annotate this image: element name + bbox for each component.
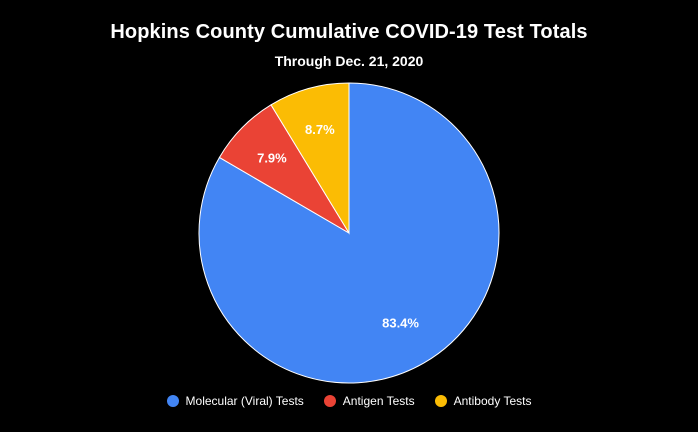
legend-label-molecular: Molecular (Viral) Tests: [185, 394, 304, 408]
chart-title: Hopkins County Cumulative COVID-19 Test …: [110, 21, 588, 43]
legend-item-antibody[interactable]: Antibody Tests: [434, 394, 532, 408]
legend-item-molecular[interactable]: Molecular (Viral) Tests: [166, 394, 304, 408]
legend-item-antigen[interactable]: Antigen Tests: [323, 394, 415, 408]
pie-slices: [198, 82, 500, 384]
data-label-antigen: 7.9%: [257, 150, 287, 165]
legend: Molecular (Viral) Tests Antigen Tests An…: [0, 394, 698, 408]
legend-label-antibody: Antibody Tests: [453, 394, 532, 408]
legend-swatch-antigen: [323, 395, 336, 407]
data-label-molecular: 83.4%: [382, 316, 419, 331]
legend-swatch-molecular: [166, 395, 179, 407]
legend-label-antigen: Antigen Tests: [342, 394, 415, 408]
chart-subtitle: Through Dec. 21, 2020: [274, 53, 424, 69]
pie-data-labels: 83.4% 7.9% 8.7%: [257, 122, 419, 331]
legend-swatch-antibody: [434, 395, 447, 407]
pie-slice-antibody[interactable]: [270, 82, 350, 235]
data-label-antibody: 8.7%: [305, 122, 335, 137]
